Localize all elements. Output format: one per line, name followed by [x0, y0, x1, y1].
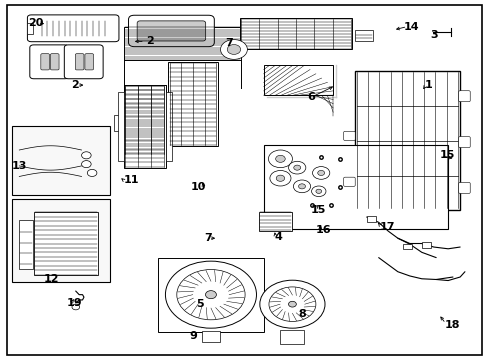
Bar — [202, 331, 219, 342]
Text: 1: 1 — [424, 80, 431, 90]
Circle shape — [81, 152, 91, 159]
Circle shape — [81, 161, 91, 168]
Text: 14: 14 — [403, 22, 418, 32]
Circle shape — [288, 161, 305, 174]
Bar — [34, 212, 98, 275]
FancyBboxPatch shape — [50, 54, 59, 70]
Circle shape — [293, 165, 300, 170]
Text: 16: 16 — [315, 225, 330, 235]
Bar — [114, 115, 124, 131]
Bar — [118, 92, 123, 161]
FancyBboxPatch shape — [458, 136, 469, 148]
Text: 20: 20 — [28, 18, 43, 28]
Bar — [280, 330, 304, 344]
Bar — [123, 27, 241, 60]
Circle shape — [315, 189, 321, 193]
Circle shape — [269, 171, 290, 186]
Text: 5: 5 — [196, 299, 204, 309]
FancyBboxPatch shape — [30, 45, 68, 79]
Bar — [158, 258, 263, 332]
FancyBboxPatch shape — [27, 15, 119, 42]
Bar — [402, 243, 411, 249]
Circle shape — [293, 180, 310, 193]
Text: 7: 7 — [225, 38, 233, 48]
Text: 9: 9 — [189, 331, 197, 341]
Bar — [263, 66, 332, 95]
Bar — [263, 145, 447, 229]
Circle shape — [165, 261, 256, 328]
Text: 12: 12 — [43, 274, 59, 284]
Circle shape — [177, 270, 244, 320]
Circle shape — [259, 280, 325, 328]
Text: 10: 10 — [190, 182, 206, 192]
Circle shape — [311, 186, 325, 197]
Bar — [258, 212, 292, 231]
Circle shape — [268, 150, 292, 168]
Text: 2: 2 — [71, 80, 79, 90]
Text: 4: 4 — [274, 232, 282, 242]
FancyBboxPatch shape — [458, 183, 469, 193]
Bar — [123, 85, 165, 168]
Text: 6: 6 — [306, 92, 314, 102]
Text: 15: 15 — [310, 205, 325, 215]
Text: 11: 11 — [123, 175, 139, 185]
Bar — [19, 220, 33, 269]
FancyBboxPatch shape — [75, 54, 84, 70]
Text: 2: 2 — [146, 36, 154, 46]
Circle shape — [312, 167, 329, 179]
FancyBboxPatch shape — [343, 131, 354, 140]
Bar — [366, 216, 376, 222]
Text: 19: 19 — [66, 298, 81, 309]
Bar — [123, 85, 165, 155]
Circle shape — [227, 45, 240, 54]
Bar — [27, 23, 33, 33]
FancyBboxPatch shape — [239, 18, 351, 49]
Circle shape — [317, 170, 324, 175]
Text: 8: 8 — [298, 309, 305, 319]
FancyBboxPatch shape — [137, 21, 205, 41]
Bar — [354, 71, 459, 210]
Text: 3: 3 — [429, 30, 437, 40]
Bar — [165, 92, 171, 161]
Text: 15: 15 — [439, 150, 454, 160]
FancyBboxPatch shape — [458, 91, 469, 102]
Circle shape — [268, 287, 315, 321]
Bar — [354, 30, 372, 41]
Bar — [12, 199, 110, 282]
FancyBboxPatch shape — [41, 54, 49, 70]
Text: 17: 17 — [379, 221, 394, 231]
Bar — [421, 242, 430, 248]
Bar — [167, 62, 218, 147]
FancyBboxPatch shape — [343, 177, 354, 186]
Circle shape — [275, 155, 285, 162]
Circle shape — [72, 304, 80, 310]
FancyBboxPatch shape — [64, 45, 103, 79]
Circle shape — [87, 170, 97, 176]
Bar — [12, 126, 110, 195]
Circle shape — [205, 291, 216, 299]
FancyBboxPatch shape — [128, 15, 214, 47]
Circle shape — [288, 301, 296, 307]
Text: 7: 7 — [203, 233, 211, 243]
Text: 18: 18 — [444, 320, 459, 330]
Circle shape — [220, 40, 247, 59]
Circle shape — [298, 184, 305, 189]
Circle shape — [276, 175, 284, 181]
FancyBboxPatch shape — [85, 54, 93, 70]
Text: 13: 13 — [12, 161, 27, 171]
